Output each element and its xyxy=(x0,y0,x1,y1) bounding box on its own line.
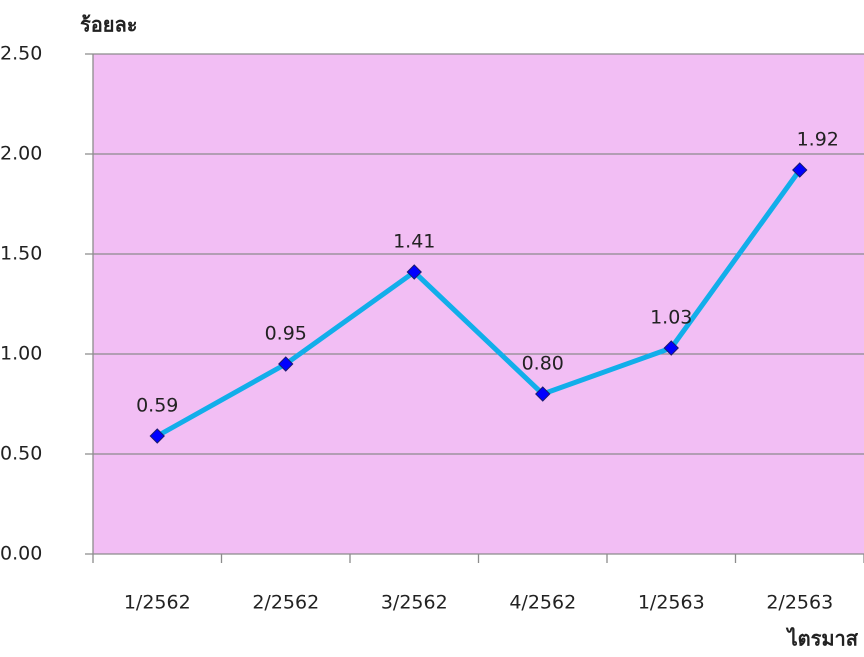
y-tick-label: 1.00 xyxy=(0,343,42,365)
data-marker xyxy=(406,264,422,280)
data-marker xyxy=(663,340,679,356)
x-tick-label: 1/2563 xyxy=(638,592,705,614)
data-marker xyxy=(278,356,294,372)
data-label: 0.80 xyxy=(522,353,564,375)
data-label: 1.92 xyxy=(797,129,839,151)
data-line xyxy=(156,168,802,439)
x-axis-title: ไตรมาส xyxy=(786,627,859,651)
x-tick-label: 4/2562 xyxy=(509,592,576,614)
data-marker xyxy=(149,428,165,444)
data-label: 0.95 xyxy=(265,323,307,345)
y-tick-label: 1.50 xyxy=(0,243,42,265)
x-tick-label: 3/2562 xyxy=(381,592,448,614)
x-tick-label: 1/2562 xyxy=(124,592,191,614)
data-marker xyxy=(535,386,551,402)
y-tick-label: 2.00 xyxy=(0,143,42,165)
y-tick-label: 0.00 xyxy=(0,543,42,565)
data-label: 0.59 xyxy=(136,395,178,417)
y-tick-label: 0.50 xyxy=(0,443,42,465)
y-tick-label: 2.50 xyxy=(0,43,42,65)
plot-area xyxy=(93,54,864,554)
data-label: 1.03 xyxy=(650,307,692,329)
y-axis-title: ร้อยละ xyxy=(80,13,137,37)
x-tick-label: 2/2563 xyxy=(766,592,833,614)
x-tick-label: 2/2562 xyxy=(252,592,319,614)
data-label: 1.41 xyxy=(393,231,435,253)
data-marker xyxy=(792,162,808,178)
